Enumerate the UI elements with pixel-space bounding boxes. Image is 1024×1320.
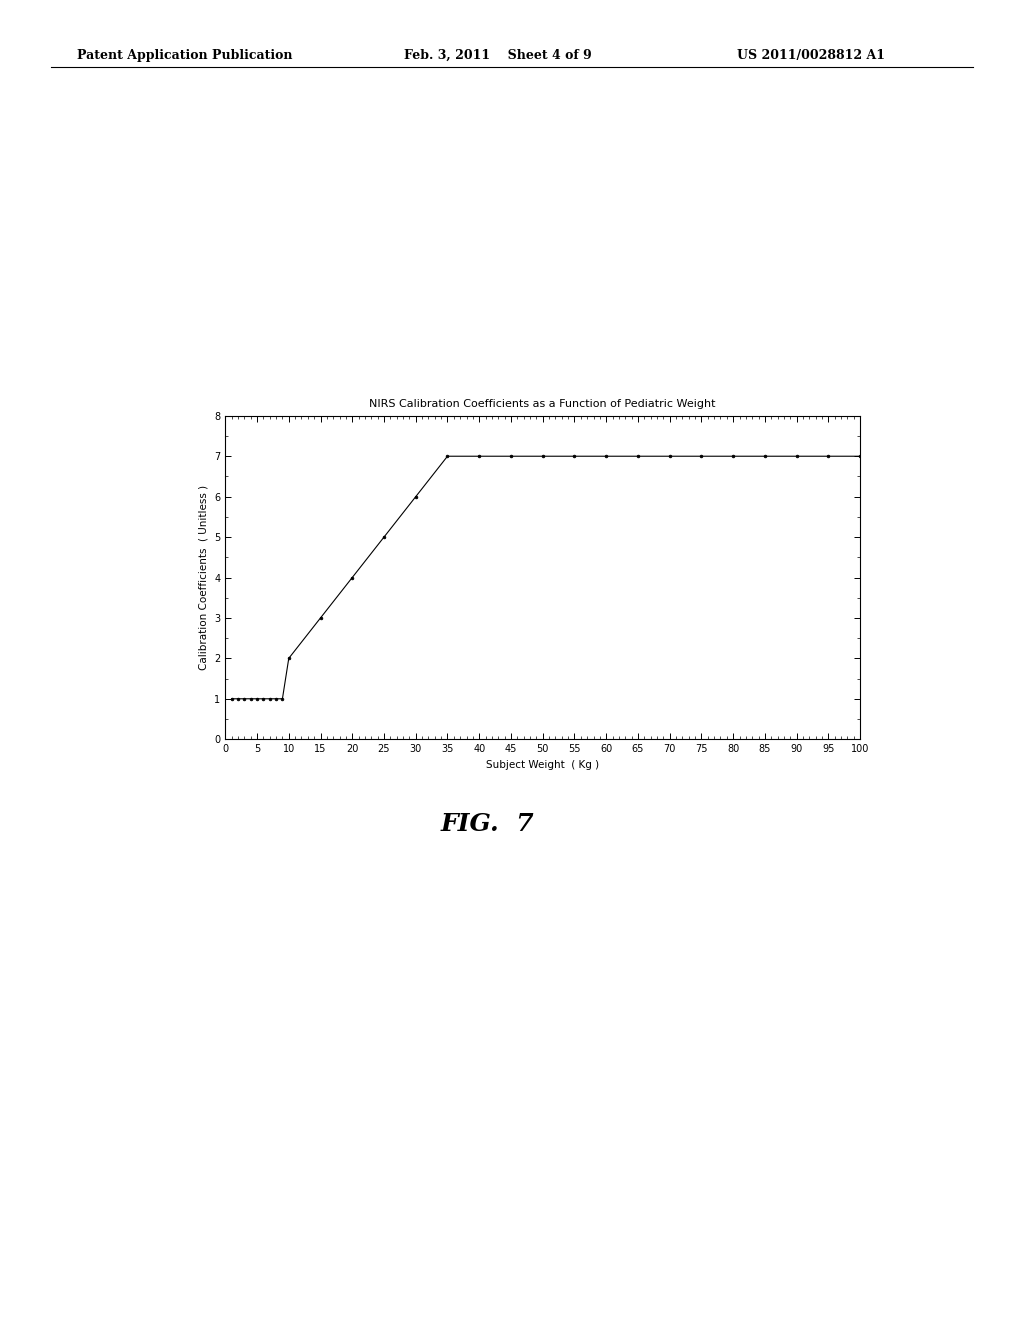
Text: Feb. 3, 2011    Sheet 4 of 9: Feb. 3, 2011 Sheet 4 of 9 xyxy=(404,49,592,62)
Title: NIRS Calibration Coefficients as a Function of Pediatric Weight: NIRS Calibration Coefficients as a Funct… xyxy=(370,400,716,409)
Text: US 2011/0028812 A1: US 2011/0028812 A1 xyxy=(737,49,886,62)
Text: FIG.  7: FIG. 7 xyxy=(440,812,534,836)
Text: Patent Application Publication: Patent Application Publication xyxy=(77,49,292,62)
Y-axis label: Calibration Coefficients  ( Unitless ): Calibration Coefficients ( Unitless ) xyxy=(199,484,209,671)
X-axis label: Subject Weight  ( Kg ): Subject Weight ( Kg ) xyxy=(486,759,599,770)
